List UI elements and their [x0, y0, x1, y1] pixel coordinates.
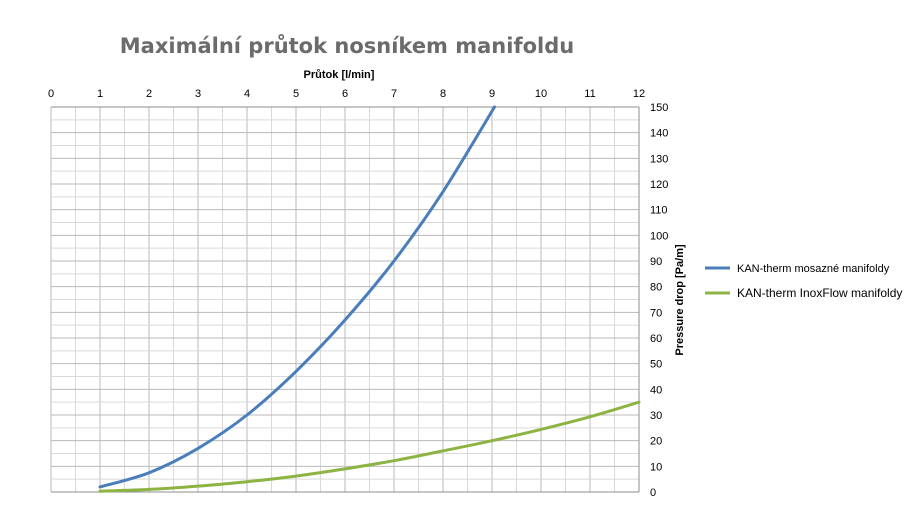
y-tick-label: 50 [650, 359, 662, 371]
x-tick-label: 12 [633, 88, 645, 100]
y-tick-label: 70 [650, 307, 662, 319]
y-tick-label: 20 [650, 436, 662, 448]
y-tick-label: 10 [650, 461, 662, 473]
legend-entry: KAN-therm InoxFlow manifoldy [737, 286, 902, 300]
y-tick-label: 120 [650, 179, 668, 191]
x-tick-label: 0 [48, 88, 54, 100]
series-line-2 [98, 400, 641, 493]
y-axis-label: Pressure drop [Pa/m] [674, 244, 686, 356]
x-axis-label: Průtok [l/min] [304, 69, 375, 81]
x-tick-label: 1 [97, 88, 103, 100]
grid [50, 106, 640, 493]
y-tick-label: 90 [650, 256, 662, 268]
x-tick-label: 8 [440, 88, 446, 100]
y-tick-label: 30 [650, 410, 662, 422]
legend: KAN-therm mosazné manifoldy KAN-therm Ino… [705, 263, 902, 300]
legend-entry: KAN-therm mosazné manifoldy [737, 263, 890, 275]
x-tick-label: 5 [293, 88, 299, 100]
series-lines [98, 105, 641, 493]
x-tick-label: 6 [342, 88, 348, 100]
x-tick-label: 10 [535, 88, 547, 100]
x-tick-label: 3 [195, 88, 201, 100]
x-tick-label: 11 [584, 88, 595, 100]
y-tick-label: 40 [650, 384, 662, 396]
y-tick-label: 0 [650, 487, 656, 499]
y-tick-label: 130 [650, 153, 668, 165]
x-tick-label: 2 [146, 88, 152, 100]
x-tick-label: 9 [489, 88, 495, 100]
x-tick-label: 4 [244, 88, 250, 100]
y-tick-label: 80 [650, 282, 662, 294]
chart-title: Maximální průtok nosníkem manifoldu [120, 34, 574, 58]
y-tick-label: 150 [650, 102, 668, 114]
y-tick-label: 60 [650, 333, 662, 345]
axis-ticks: 0 1 2 3 4 5 6 7 8 9 10 11 12010203040506070809010011… [48, 88, 668, 499]
y-tick-label: 110 [650, 205, 668, 217]
y-tick-label: 140 [650, 128, 668, 140]
x-tick-label: 7 [391, 88, 397, 100]
series-line-1 [98, 105, 496, 489]
y-tick-label: 100 [650, 230, 668, 242]
